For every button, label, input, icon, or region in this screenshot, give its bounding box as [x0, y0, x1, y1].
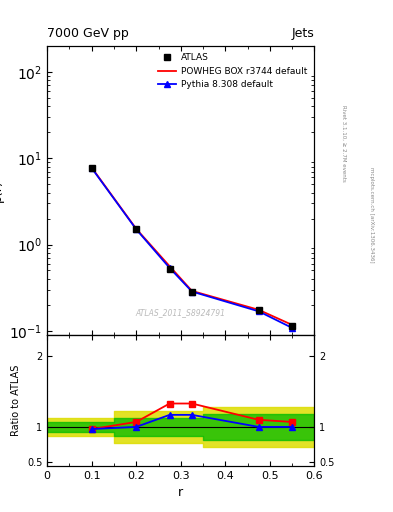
Text: mcplots.cern.ch [arXiv:1306.3436]: mcplots.cern.ch [arXiv:1306.3436] — [369, 167, 374, 263]
Text: Rivet 3.1.10, ≥ 2.7M events: Rivet 3.1.10, ≥ 2.7M events — [342, 105, 346, 182]
Legend: ATLAS, POWHEG BOX r3744 default, Pythia 8.308 default: ATLAS, POWHEG BOX r3744 default, Pythia … — [156, 51, 310, 92]
Y-axis label: ρ(r): ρ(r) — [0, 179, 4, 202]
Text: Jets: Jets — [292, 27, 314, 40]
Y-axis label: Ratio to ATLAS: Ratio to ATLAS — [11, 365, 21, 436]
X-axis label: r: r — [178, 486, 184, 499]
Text: 7000 GeV pp: 7000 GeV pp — [47, 27, 129, 40]
Text: ATLAS_2011_S8924791: ATLAS_2011_S8924791 — [136, 308, 226, 317]
